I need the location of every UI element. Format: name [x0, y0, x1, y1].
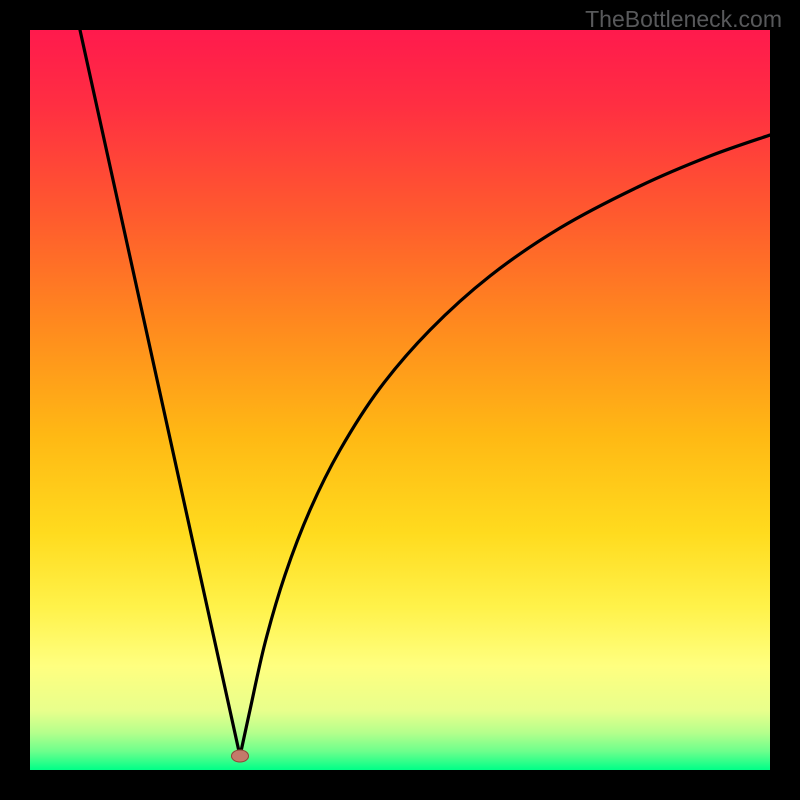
watermark-text: TheBottleneck.com — [585, 6, 782, 33]
chart-canvas: TheBottleneck.com — [0, 0, 800, 800]
cusp-marker — [231, 750, 249, 763]
bottleneck-curve — [30, 30, 770, 770]
plot-area — [30, 30, 770, 770]
